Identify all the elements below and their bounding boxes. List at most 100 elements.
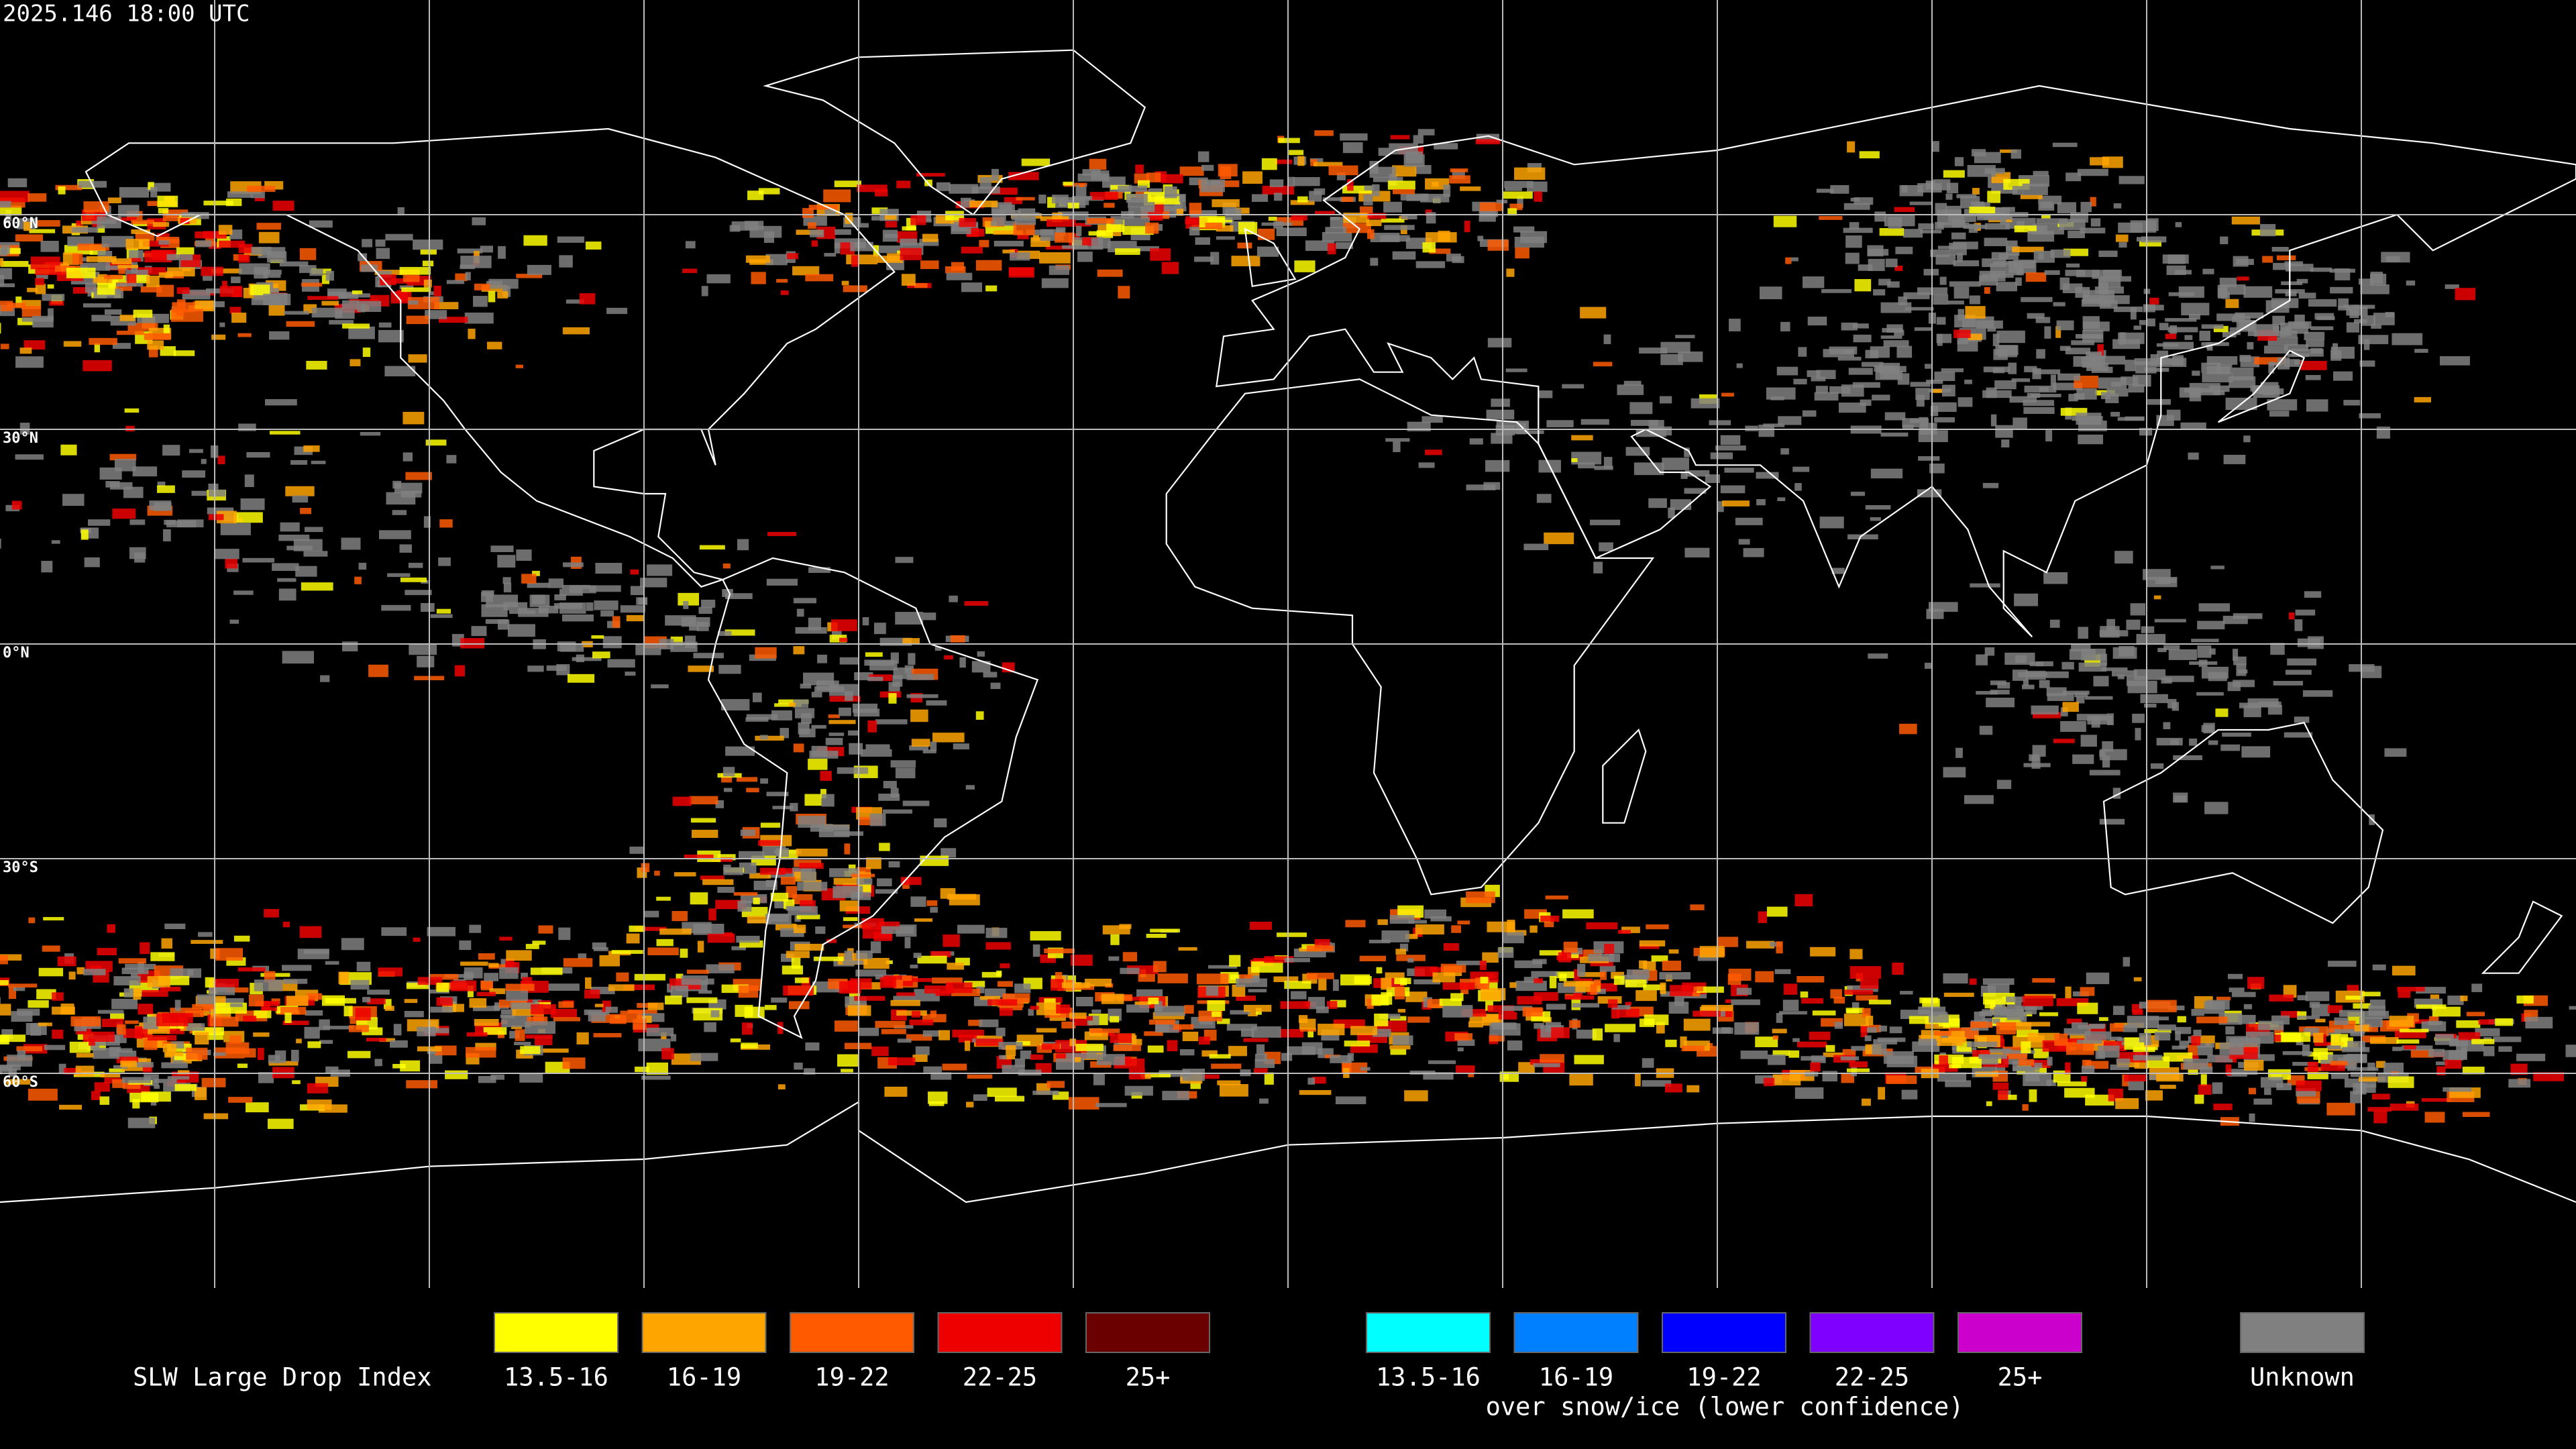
cloud-pixel: [1387, 180, 1415, 190]
cloud-pixel: [1929, 1014, 1949, 1023]
cloud-pixel: [347, 1051, 371, 1059]
cloud-pixel: [1144, 1031, 1163, 1036]
cloud-pixel: [2074, 392, 2085, 400]
cloud-pixel: [1889, 1026, 1902, 1034]
cloud-pixel: [1854, 197, 1874, 205]
cloud-pixel: [890, 652, 899, 664]
cloud-pixel: [839, 981, 861, 994]
cloud-pixel: [490, 545, 514, 553]
cloud-pixel: [1785, 257, 1792, 264]
cloud-pixel: [180, 217, 190, 225]
cloud-pixel: [472, 1006, 500, 1012]
cloud-pixel: [174, 1000, 181, 1012]
cloud-pixel: [538, 605, 559, 614]
cloud-pixel: [2117, 674, 2125, 680]
cloud-pixel: [1279, 1028, 1304, 1038]
cloud-pixel: [439, 519, 453, 528]
cloud-pixel: [80, 262, 110, 271]
cloud-pixel: [1882, 327, 1903, 333]
cloud-pixel: [54, 266, 74, 272]
cloud-pixel: [805, 1042, 820, 1051]
cloud-pixel: [1998, 253, 2019, 260]
cloud-pixel: [733, 892, 758, 896]
cloud-pixel: [1124, 1085, 1153, 1096]
cloud-pixel: [2402, 1045, 2433, 1051]
cloud-pixel: [505, 983, 535, 991]
cloud-pixel: [42, 294, 65, 301]
cloud-pixel: [1635, 1073, 1641, 1087]
cloud-pixel: [156, 236, 180, 244]
cloud-pixel: [2099, 750, 2106, 757]
cloud-pixel: [400, 1060, 421, 1072]
cloud-pixel: [747, 916, 766, 924]
cloud-pixel: [2227, 973, 2243, 979]
cloud-pixel: [2347, 1057, 2356, 1069]
cloud-pixel: [1207, 1000, 1226, 1011]
cloud-pixel: [358, 253, 368, 262]
cloud-pixel: [1074, 1020, 1093, 1026]
cloud-pixel: [2193, 1029, 2202, 1038]
cloud-pixel: [1953, 260, 1980, 266]
cloud-pixel: [1264, 1072, 1274, 1085]
cloud-pixel: [227, 191, 253, 198]
cloud-pixel: [1633, 462, 1664, 476]
cloud-pixel: [764, 1005, 777, 1010]
cloud-pixel: [2153, 595, 2161, 600]
cloud-pixel: [2043, 572, 2068, 584]
cloud-pixel: [2038, 195, 2062, 205]
cloud-pixel: [1468, 1021, 1484, 1028]
cloud-pixel: [758, 840, 782, 846]
cloud-pixel: [1020, 1051, 1032, 1059]
cloud-pixel: [1894, 329, 1904, 336]
cloud-pixel: [630, 569, 639, 575]
cloud-pixel: [0, 248, 7, 256]
cloud-pixel: [932, 977, 963, 984]
cloud-pixel: [237, 967, 266, 972]
cloud-pixel: [2031, 705, 2059, 715]
cloud-pixel: [243, 1016, 257, 1022]
cloud-pixel: [408, 354, 427, 363]
cloud-pixel: [2204, 1001, 2225, 1014]
cloud-pixel: [576, 1032, 589, 1044]
cloud-pixel: [1318, 1024, 1345, 1036]
cloud-pixel: [1892, 963, 1904, 975]
cloud-pixel: [2044, 326, 2051, 339]
cloud-pixel: [1894, 265, 1903, 271]
cloud-pixel: [1583, 949, 1603, 958]
cloud-pixel: [1075, 223, 1091, 227]
cloud-pixel: [1870, 468, 1903, 479]
cloud-pixel: [1376, 967, 1383, 974]
cloud-pixel: [877, 878, 892, 887]
cloud-pixel: [1943, 973, 1968, 984]
cloud-pixel: [1450, 993, 1464, 1002]
cloud-pixel: [1360, 1067, 1371, 1071]
cloud-pixel: [1995, 1065, 2006, 1072]
cloud-pixel: [717, 886, 735, 893]
cloud-pixel: [1261, 158, 1277, 170]
cloud-pixel: [1917, 183, 1942, 193]
cloud-pixel: [2212, 1082, 2223, 1094]
cloud-pixel: [1489, 1035, 1505, 1042]
cloud-pixel: [811, 692, 822, 698]
cloud-pixel: [920, 260, 939, 270]
cloud-pixel: [1480, 977, 1489, 983]
cloud-pixel: [57, 956, 76, 967]
cloud-pixel: [2219, 277, 2237, 288]
cloud-pixel: [1497, 947, 1514, 958]
cloud-pixel: [799, 863, 824, 869]
cloud-pixel: [406, 315, 430, 325]
cloud-pixel: [1016, 1041, 1030, 1046]
cloud-pixel: [647, 1002, 664, 1010]
cloud-pixel: [118, 266, 126, 274]
cloud-pixel: [1075, 1043, 1104, 1051]
cloud-pixel: [1600, 970, 1607, 980]
cloud-pixel: [2302, 690, 2333, 697]
cloud-pixel: [2039, 680, 2050, 688]
cloud-pixel: [2065, 1042, 2094, 1055]
cloud-pixel: [2027, 231, 2055, 242]
cloud-pixel: [2188, 313, 2200, 320]
cloud-pixel: [2330, 1073, 2349, 1079]
cloud-pixel: [2254, 357, 2287, 365]
cloud-pixel: [2270, 643, 2285, 655]
cloud-pixel: [1930, 405, 1939, 417]
